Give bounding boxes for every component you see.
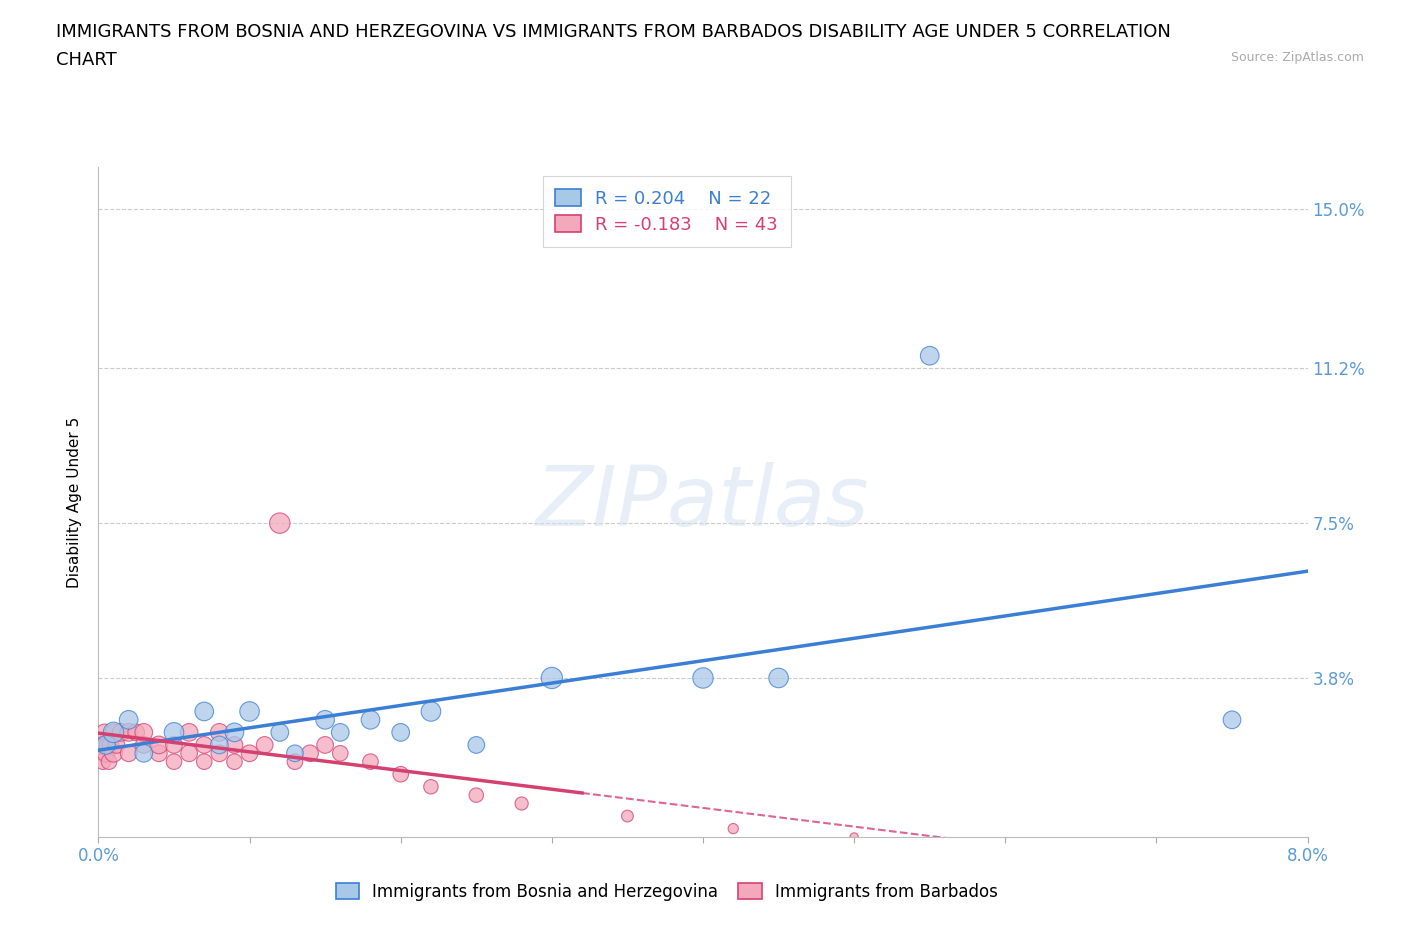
Point [103, 746, 125, 761]
Text: CHART: CHART [56, 51, 117, 69]
Point [193, 704, 215, 719]
Point [103, 725, 125, 740]
Y-axis label: Disability Age Under 5: Disability Age Under 5 [67, 417, 83, 588]
Point [91, 754, 114, 769]
Point [163, 737, 186, 752]
Point [125, 725, 148, 740]
Point [314, 737, 336, 752]
Text: Source: ZipAtlas.com: Source: ZipAtlas.com [1230, 51, 1364, 64]
Point [1220, 712, 1243, 727]
Point [118, 712, 141, 727]
Point [98, 754, 121, 769]
Text: ZIPatlas: ZIPatlas [536, 461, 870, 543]
Point [329, 746, 352, 761]
Point [918, 349, 941, 364]
Point [253, 737, 276, 752]
Text: IMMIGRANTS FROM BOSNIA AND HERZEGOVINA VS IMMIGRANTS FROM BARBADOS DISABILITY AG: IMMIGRANTS FROM BOSNIA AND HERZEGOVINA V… [56, 23, 1171, 41]
Point [239, 746, 262, 761]
Point [224, 725, 246, 740]
Point [269, 516, 291, 531]
Point [148, 746, 170, 761]
Point [284, 754, 307, 769]
Point [110, 725, 132, 740]
Legend: Immigrants from Bosnia and Herzegovina, Immigrants from Barbados: Immigrants from Bosnia and Herzegovina, … [328, 874, 1007, 909]
Point [269, 725, 291, 740]
Point [692, 671, 714, 685]
Point [193, 737, 215, 752]
Point [193, 754, 215, 769]
Point [208, 737, 231, 752]
Point [96, 737, 118, 752]
Point [163, 754, 186, 769]
Point [179, 746, 201, 761]
Point [299, 746, 322, 761]
Point [420, 779, 443, 794]
Point [94, 737, 117, 752]
Point [389, 766, 412, 781]
Point [118, 725, 141, 740]
Point [616, 809, 638, 824]
Point [224, 737, 246, 752]
Point [723, 821, 745, 836]
Point [118, 746, 141, 761]
Point [284, 746, 307, 761]
Point [208, 725, 231, 740]
Point [768, 671, 790, 685]
Point [93, 725, 115, 740]
Point [314, 712, 336, 727]
Point [541, 671, 564, 685]
Point [103, 725, 125, 740]
Point [465, 737, 488, 752]
Point [389, 725, 412, 740]
Point [105, 737, 128, 752]
Point [465, 788, 488, 803]
Point [163, 725, 186, 740]
Point [420, 704, 443, 719]
Point [94, 746, 117, 761]
Point [132, 746, 155, 761]
Point [224, 754, 246, 769]
Point [360, 754, 382, 769]
Point [132, 725, 155, 740]
Point [90, 737, 112, 752]
Point [100, 737, 122, 752]
Point [844, 830, 866, 844]
Point [148, 737, 170, 752]
Point [179, 725, 201, 740]
Point [329, 725, 352, 740]
Point [360, 712, 382, 727]
Point [132, 737, 155, 752]
Point [510, 796, 533, 811]
Point [208, 746, 231, 761]
Point [239, 704, 262, 719]
